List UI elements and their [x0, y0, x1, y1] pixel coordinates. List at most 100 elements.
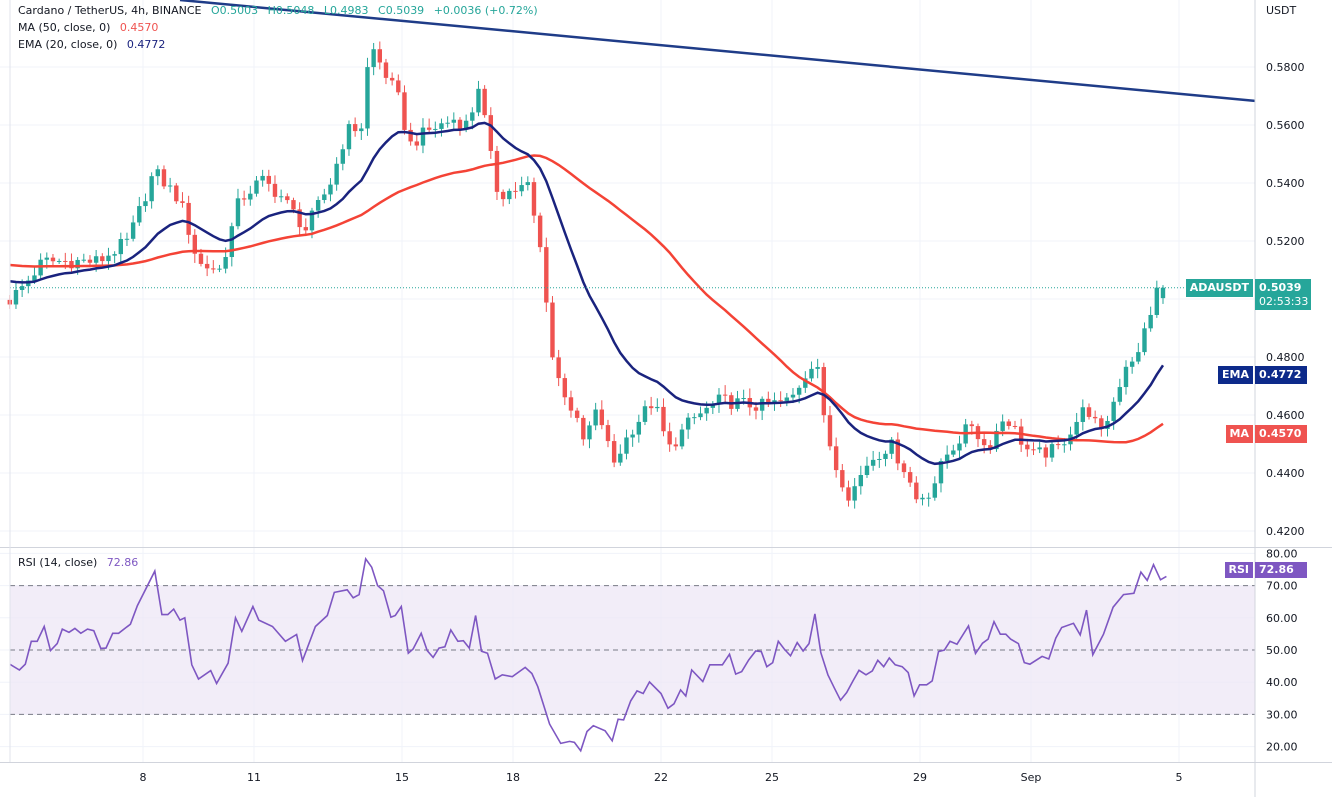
candle-up — [420, 127, 426, 146]
candle-up — [1105, 420, 1110, 429]
candle-up — [852, 486, 857, 501]
candle-up — [624, 437, 629, 454]
candle-up — [642, 406, 648, 422]
candle-up — [365, 67, 370, 129]
candle-down — [729, 395, 734, 409]
candle-up — [951, 450, 956, 455]
candle-down — [581, 417, 586, 440]
candle-up — [790, 394, 796, 398]
candle-up — [1117, 387, 1123, 402]
candle-down — [537, 215, 543, 248]
candle-down — [722, 394, 728, 396]
candle-up — [815, 367, 820, 369]
candle-up — [1160, 287, 1166, 299]
ohlc-low: L0.4983 — [323, 4, 369, 17]
rsi-axis-tick: 20.00 — [1266, 741, 1298, 754]
candle-down — [494, 150, 500, 192]
candle-down — [161, 169, 167, 187]
candle-up — [463, 120, 469, 129]
candle-up — [229, 226, 235, 258]
candle-down — [778, 400, 783, 402]
candle-up — [1129, 361, 1135, 367]
rsi-legend[interactable]: RSI (14, close) 72.86 — [18, 556, 144, 569]
candle-up — [130, 222, 136, 239]
candle-up — [1142, 328, 1147, 353]
candle-up — [235, 198, 241, 227]
price-change: +0.0036 (+0.72%) — [433, 4, 538, 17]
candle-down — [550, 302, 555, 358]
price-axis-tick: 0.5200 — [1266, 235, 1305, 248]
candles — [7, 41, 1166, 509]
candle-up — [328, 184, 333, 195]
candle-up — [476, 88, 481, 113]
candle-down — [513, 190, 518, 192]
candle-down — [1031, 449, 1036, 451]
candle-down — [402, 92, 407, 130]
candle-up — [124, 238, 130, 240]
price-axis-tick: 0.4200 — [1266, 525, 1305, 538]
candle-down — [988, 445, 993, 450]
candle-down — [969, 424, 975, 427]
candle-down — [396, 80, 401, 93]
candle-down — [297, 209, 302, 228]
candle-down — [661, 406, 666, 432]
candle-up — [692, 417, 697, 419]
candle-up — [1154, 287, 1160, 315]
ma-legend-label: MA (50, close, 0) — [18, 21, 111, 34]
candle-up — [655, 406, 660, 409]
price-axis-tick: 0.4600 — [1266, 409, 1305, 422]
candle-down — [914, 482, 919, 500]
candle-up — [322, 194, 327, 201]
candle-down — [69, 260, 74, 269]
candle-down — [180, 201, 185, 203]
candle-up — [334, 163, 339, 185]
candle-up — [716, 394, 722, 404]
ma-legend[interactable]: MA (50, close, 0) 0.4570 — [18, 21, 164, 34]
candle-up — [519, 185, 524, 192]
candle-up — [587, 425, 592, 440]
candle-up — [309, 210, 315, 231]
candle-up — [932, 483, 938, 498]
candle-up — [957, 443, 962, 451]
candle-down — [285, 196, 290, 201]
candle-down — [895, 439, 901, 464]
time-axis-tick: 5 — [1176, 771, 1183, 784]
candle-down — [556, 357, 561, 379]
candle-up — [1049, 444, 1055, 458]
candle-up — [704, 407, 709, 414]
candle-up — [223, 257, 228, 269]
candle-down — [500, 191, 506, 200]
rsi-axis-tick: 40.00 — [1266, 676, 1298, 689]
candle-up — [340, 149, 346, 164]
candle-up — [81, 259, 87, 261]
candle-down — [100, 256, 105, 262]
candle-up — [1111, 401, 1116, 421]
candle-up — [525, 182, 531, 186]
ema-legend[interactable]: EMA (20, close, 0) 0.4772 — [18, 38, 171, 51]
symbol-title[interactable]: Cardano / TetherUS, 4h, BINANCE — [18, 4, 202, 17]
price-axis-tick: 0.5600 — [1266, 119, 1305, 132]
candle-up — [1074, 421, 1079, 435]
candle-up — [630, 434, 635, 438]
candle-up — [143, 201, 148, 207]
price-axis-tick: 0.5400 — [1266, 177, 1305, 190]
ma-50-line — [9, 154, 1164, 444]
price-axis-tick: 0.5800 — [1266, 61, 1305, 74]
candle-down — [1043, 447, 1049, 458]
candle-up — [809, 368, 814, 379]
candle-down — [901, 463, 907, 473]
candle-up — [439, 123, 444, 129]
rsi-axis-tick: 30.00 — [1266, 708, 1298, 721]
candle-up — [877, 458, 882, 460]
candle-up — [1148, 314, 1153, 329]
candle-down — [827, 415, 833, 447]
candle-down — [673, 444, 679, 447]
candle-up — [944, 454, 950, 462]
candle-up — [1062, 444, 1067, 446]
candle-up — [784, 397, 790, 401]
candle-up — [470, 112, 475, 121]
indicator-lines — [9, 0, 1255, 466]
candle-down — [599, 409, 605, 426]
symbol-legend: Cardano / TetherUS, 4h, BINANCE O0.5003 … — [18, 4, 544, 17]
